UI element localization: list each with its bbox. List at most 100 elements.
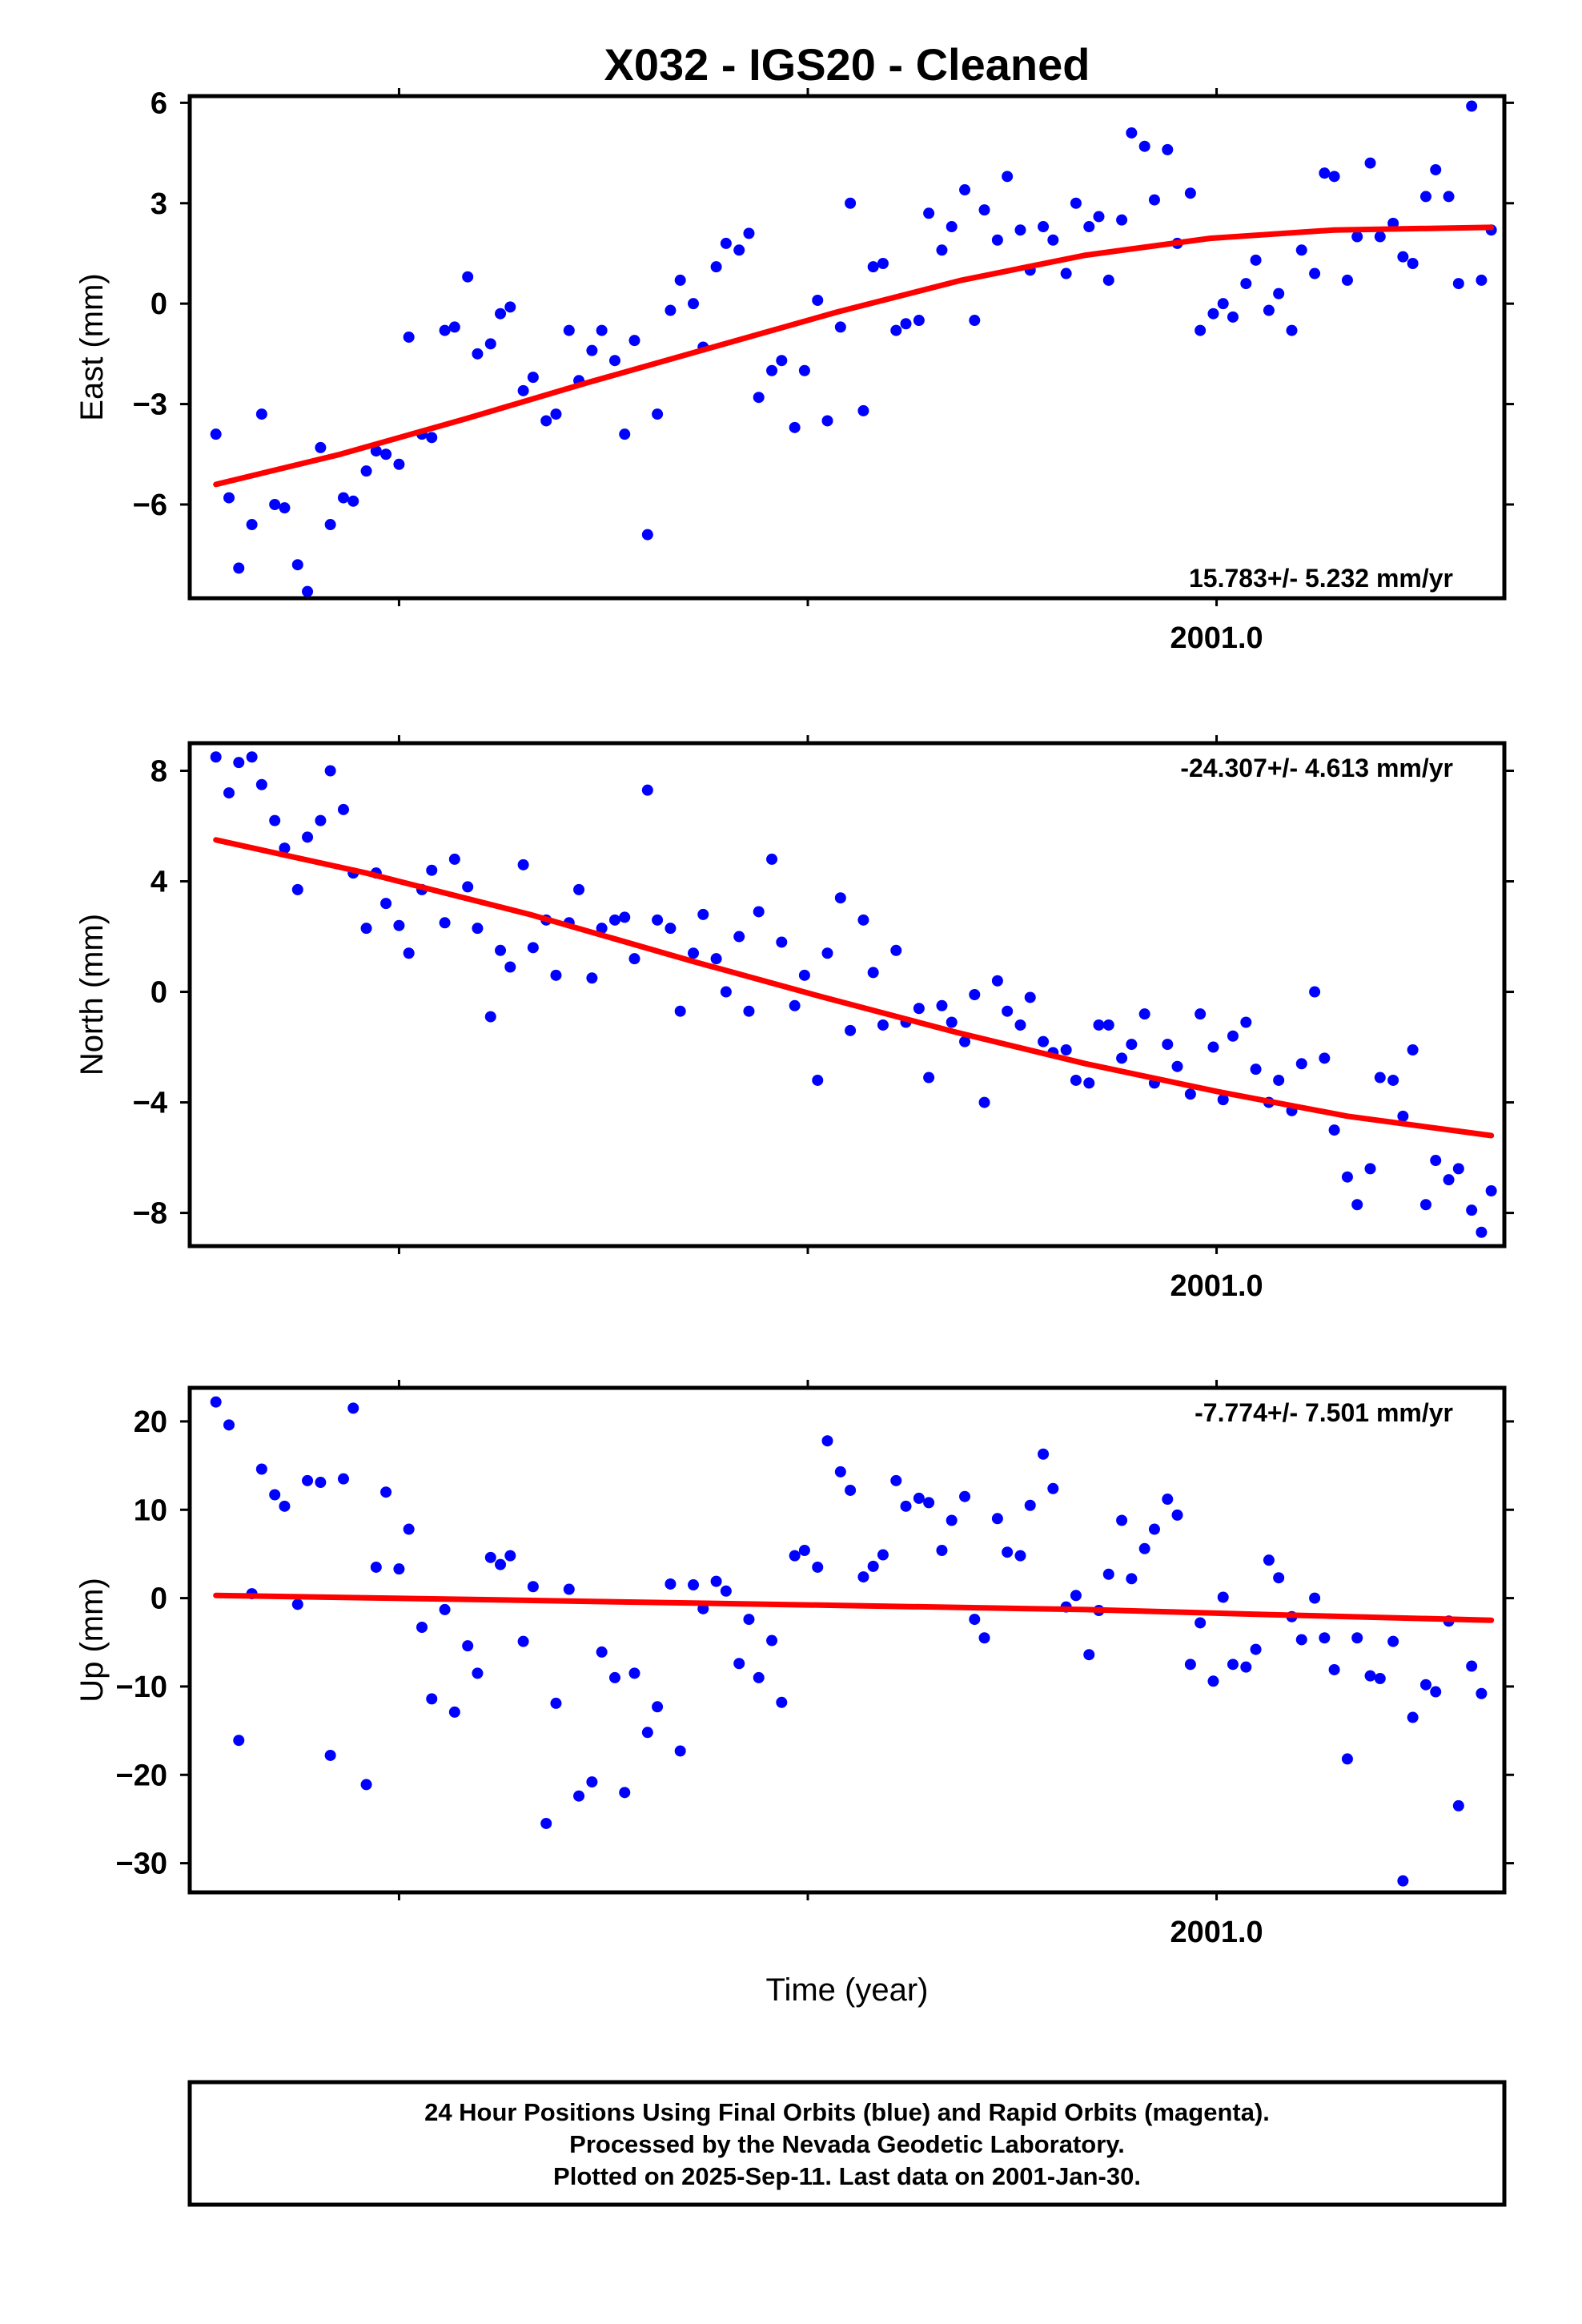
data-point [798, 364, 810, 376]
data-point [1309, 1592, 1321, 1604]
data-point [347, 1402, 359, 1414]
data-point [324, 1749, 336, 1761]
data-point [1250, 1063, 1262, 1076]
data-point [1309, 267, 1321, 279]
data-point [923, 1072, 935, 1084]
data-point [608, 1671, 620, 1683]
data-point [674, 1005, 686, 1017]
data-point [347, 495, 359, 507]
data-point [527, 372, 539, 384]
data-point [291, 1598, 303, 1610]
data-point [1126, 127, 1138, 139]
data-point [1430, 163, 1442, 175]
data-point [337, 803, 349, 815]
data-point [923, 207, 935, 219]
data-point [504, 1550, 516, 1562]
footer-box [187, 2080, 1507, 2207]
data-point [1466, 1660, 1478, 1672]
panels: 6 3 0 −3 −6 2001.0 East (mm) 15.783+/- 5.232 mm… [74, 86, 1514, 1949]
data-point [1207, 308, 1219, 320]
data-point [665, 923, 677, 935]
data-point [302, 585, 314, 597]
data-point [1351, 1199, 1363, 1211]
data-point [936, 1545, 948, 1557]
data-point [877, 1019, 889, 1031]
data-point [596, 923, 608, 935]
data-point [1476, 274, 1488, 286]
data-point [495, 308, 507, 320]
data-point [776, 1696, 788, 1708]
data-point [315, 441, 327, 453]
data-point [1387, 1635, 1399, 1647]
data-point [1070, 197, 1082, 209]
data-point [439, 1603, 451, 1615]
data-point [255, 1463, 267, 1475]
data-point [845, 1024, 857, 1036]
data-point [959, 1035, 971, 1047]
data-point [426, 432, 438, 444]
data-point [1070, 1074, 1082, 1086]
data-point [900, 318, 912, 330]
x-tick-label: 2001.0 [1170, 621, 1263, 655]
data-point [1217, 298, 1229, 310]
y-tick-label: 20 [134, 1405, 167, 1439]
data-point [1184, 187, 1196, 199]
data-point [1364, 1670, 1376, 1682]
data-point [959, 184, 971, 196]
data-point [1328, 1663, 1340, 1675]
data-point [1070, 1590, 1082, 1602]
data-point [608, 355, 620, 367]
panel-north: 8 4 0 −4 −8 2001.0 North (mm) -24.307+/- 4.613 … [74, 735, 1514, 1303]
data-point [789, 421, 801, 433]
data-point [923, 1497, 935, 1509]
data-point [890, 324, 902, 336]
data-point [269, 498, 281, 510]
data-point [969, 1614, 981, 1626]
data-point [628, 1667, 640, 1679]
data-point [733, 1658, 745, 1670]
data-point [1397, 1875, 1409, 1887]
data-point [495, 944, 507, 956]
y-tick-label: −4 [133, 1087, 167, 1120]
data-point [890, 944, 902, 956]
data-point [766, 853, 778, 865]
data-point [393, 458, 405, 470]
data-point [1387, 1074, 1399, 1086]
data-point [439, 917, 451, 929]
data-point [472, 1667, 484, 1679]
data-point [291, 559, 303, 571]
data-point [991, 1513, 1003, 1525]
data-point [586, 1776, 598, 1788]
data-point [1116, 1514, 1128, 1526]
data-point [360, 465, 372, 477]
data-point [1207, 1041, 1219, 1053]
data-point [812, 1074, 824, 1086]
panel-east: 6 3 0 −3 −6 2001.0 East (mm) 15.783+/- 5.232 mm… [74, 86, 1514, 655]
data-point [766, 364, 778, 376]
data-point [550, 1697, 562, 1709]
data-point [1014, 1019, 1026, 1031]
data-point [1227, 311, 1239, 323]
data-point [641, 529, 653, 541]
panel-frame [187, 741, 1507, 1248]
data-point [255, 408, 267, 420]
data-point [1227, 1030, 1239, 1042]
data-point [1374, 231, 1386, 243]
data-point [720, 237, 732, 249]
data-point [1286, 324, 1298, 336]
data-point [1195, 1008, 1207, 1020]
data-point [462, 1640, 474, 1652]
data-point [688, 947, 700, 959]
data-point [1443, 191, 1455, 203]
data-point [753, 392, 765, 404]
data-point [789, 999, 801, 1011]
data-point [1083, 1077, 1095, 1089]
data-point [1038, 221, 1050, 233]
data-point [619, 428, 631, 440]
data-point [484, 338, 496, 350]
data-point [688, 1579, 700, 1591]
data-point [619, 911, 631, 923]
data-point [1319, 1052, 1331, 1064]
data-point [1126, 1039, 1138, 1051]
y-tick-label: −30 [116, 1848, 167, 1881]
